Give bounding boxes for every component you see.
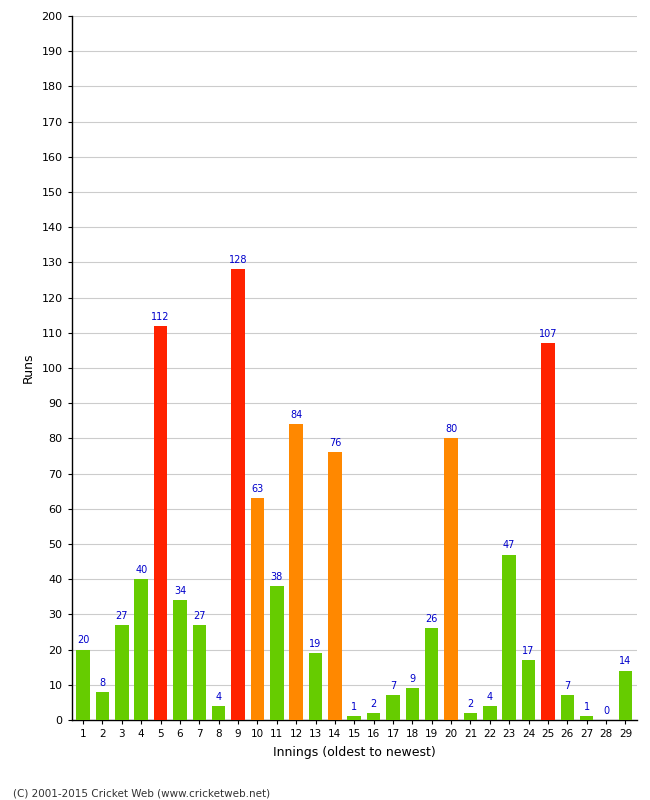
Bar (96, 692, 109, 720)
Text: 107: 107 (539, 329, 557, 339)
Bar (154, 326, 167, 720)
Bar (192, 625, 206, 720)
Text: 40: 40 (135, 565, 148, 575)
Text: 63: 63 (252, 484, 263, 494)
Bar (76, 650, 90, 720)
Bar (289, 424, 303, 720)
X-axis label: Innings (oldest to newest): Innings (oldest to newest) (273, 746, 436, 759)
Bar (463, 713, 477, 720)
Bar (406, 688, 419, 720)
Y-axis label: Runs: Runs (21, 353, 34, 383)
Text: 26: 26 (426, 614, 438, 624)
Text: 7: 7 (390, 681, 396, 691)
Text: 27: 27 (193, 610, 205, 621)
Bar (173, 600, 187, 720)
Text: 7: 7 (564, 681, 571, 691)
Text: 20: 20 (77, 635, 89, 646)
Text: (C) 2001-2015 Cricket Web (www.cricketweb.net): (C) 2001-2015 Cricket Web (www.cricketwe… (13, 788, 270, 798)
Bar (445, 438, 458, 720)
Bar (619, 670, 632, 720)
Text: 76: 76 (329, 438, 341, 448)
Text: 17: 17 (523, 646, 535, 656)
Bar (328, 453, 342, 720)
Bar (386, 695, 400, 720)
Bar (348, 717, 361, 720)
Text: 2: 2 (467, 698, 474, 709)
Text: 0: 0 (603, 706, 609, 716)
Text: 1: 1 (351, 702, 358, 712)
Bar (231, 270, 245, 720)
Text: 2: 2 (370, 698, 377, 709)
Bar (560, 695, 574, 720)
Bar (425, 629, 439, 720)
Text: 9: 9 (410, 674, 415, 684)
Bar (251, 498, 264, 720)
Bar (115, 625, 129, 720)
Bar (212, 706, 226, 720)
Text: 14: 14 (619, 657, 632, 666)
Text: 1: 1 (584, 702, 590, 712)
Text: 128: 128 (229, 255, 247, 266)
Bar (580, 717, 593, 720)
Text: 19: 19 (309, 639, 322, 649)
Bar (270, 586, 283, 720)
Bar (309, 653, 322, 720)
Text: 47: 47 (503, 540, 515, 550)
Bar (502, 554, 516, 720)
Text: 84: 84 (290, 410, 302, 420)
Bar (135, 579, 148, 720)
Text: 38: 38 (270, 572, 283, 582)
Text: 27: 27 (116, 610, 128, 621)
Text: 4: 4 (216, 692, 222, 702)
Text: 112: 112 (151, 311, 170, 322)
Text: 34: 34 (174, 586, 186, 596)
Bar (483, 706, 497, 720)
Bar (541, 343, 554, 720)
Bar (522, 660, 536, 720)
Text: 80: 80 (445, 424, 457, 434)
Bar (367, 713, 380, 720)
Text: 4: 4 (487, 692, 493, 702)
Text: 8: 8 (99, 678, 105, 688)
